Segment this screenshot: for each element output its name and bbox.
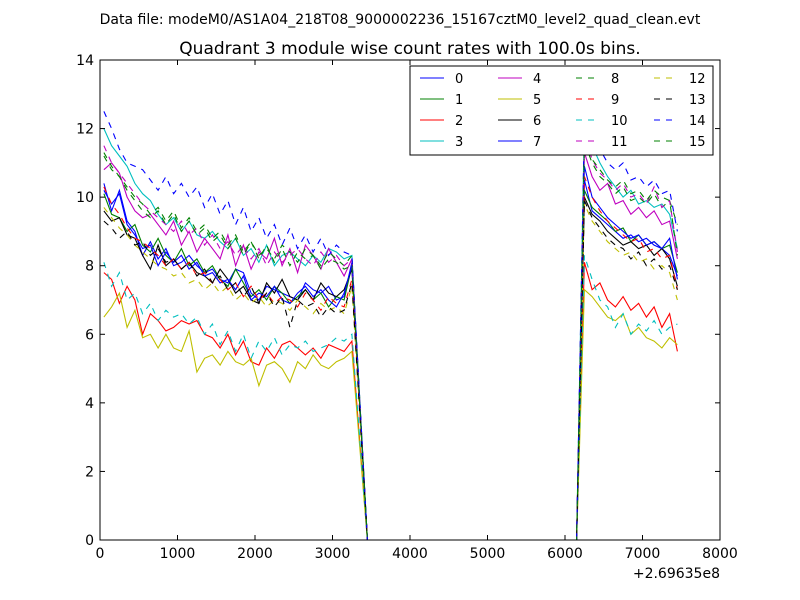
x-tick-label: 1000 (160, 546, 196, 562)
legend-label-4: 4 (533, 72, 541, 87)
x-tick-label: 2000 (237, 546, 273, 562)
x-tick-label: 7000 (625, 546, 661, 562)
legend-box (409, 65, 714, 156)
legend-label-10: 10 (611, 114, 628, 129)
x-tick-label: 5000 (470, 546, 506, 562)
legend-label-0: 0 (455, 72, 463, 87)
series-line-14 (103, 111, 678, 541)
x-tick-label: 8000 (702, 546, 738, 562)
y-tick-label: 0 (85, 533, 94, 549)
series-line-10 (103, 255, 678, 541)
series-line-7 (103, 166, 678, 541)
x-offset-label: +2.69635e8 (633, 566, 720, 582)
series-line-11 (103, 135, 678, 541)
series-line-15 (103, 142, 678, 541)
legend-label-11: 11 (611, 135, 628, 150)
legend-label-5: 5 (533, 93, 541, 108)
series-line-0 (103, 179, 678, 541)
series-line-5 (103, 288, 678, 541)
series-line-2 (103, 262, 678, 541)
x-tick-label: 0 (96, 546, 105, 562)
legend-label-14: 14 (689, 114, 706, 129)
series-line-8 (103, 142, 678, 541)
legend-label-15: 15 (689, 135, 706, 150)
legend-label-13: 13 (689, 93, 706, 108)
series-line-13 (103, 200, 678, 541)
y-tick-label: 4 (85, 396, 94, 412)
legend-label-3: 3 (455, 135, 463, 150)
series-line-3 (103, 121, 678, 541)
x-tick-label: 6000 (547, 546, 583, 562)
chart-title: Quadrant 3 module wise count rates with … (179, 39, 640, 59)
y-tick-label: 8 (85, 259, 94, 275)
x-tick-label: 4000 (392, 546, 428, 562)
legend-label-8: 8 (611, 72, 619, 87)
series-line-6 (103, 196, 678, 541)
y-tick-label: 14 (76, 53, 94, 69)
legend-label-9: 9 (611, 93, 619, 108)
plot-lines (103, 111, 678, 541)
legend-label-1: 1 (455, 93, 463, 108)
series-line-1 (103, 190, 678, 541)
series-line-4 (103, 152, 678, 541)
y-tick-label: 6 (85, 327, 94, 343)
legend-label-12: 12 (689, 72, 706, 87)
x-tick-label: 3000 (315, 546, 351, 562)
y-tick-label: 12 (76, 122, 94, 138)
y-tick-label: 2 (85, 464, 94, 480)
legend-label-7: 7 (533, 135, 541, 150)
x-axis: 0 1000 2000 3000 4000 5000 6000 7000 8000 (96, 60, 738, 562)
series-line-9 (103, 176, 678, 541)
figure-suptitle: Data file: modeM0/AS1A04_218T08_90000022… (100, 12, 701, 28)
legend-label-2: 2 (455, 114, 463, 129)
y-tick-label: 10 (76, 190, 94, 206)
series-line-12 (103, 203, 678, 541)
legend-label-6: 6 (533, 114, 541, 129)
